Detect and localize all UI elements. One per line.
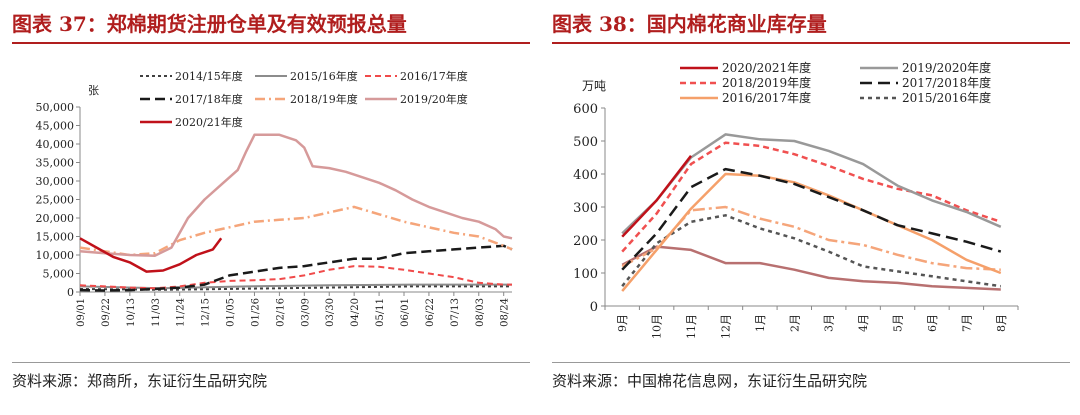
left-legend-label: 2016/17年度 [400,69,468,83]
left-y-tick-label: 20,000 [36,212,75,225]
left-chart-title: 图表 37：郑棉期货注册仓单及有效预报总量 [12,12,407,36]
left-legend-label: 2020/21年度 [175,115,243,129]
left-legend-label: 2014/15年度 [175,69,243,83]
right-x-tick-label: 9月 [616,314,629,332]
right-y-tick-label: 500 [573,135,598,150]
left-x-tick-label: 11/24 [176,298,187,327]
left-chart-source: 资料来源：郑商所，东证衍生品研究院 [12,372,268,390]
right-series-line [621,214,1001,288]
right-legend-label: 2015/2016年度 [902,90,991,105]
left-series-line [79,205,513,257]
left-x-tick-label: 12/15 [201,298,212,327]
right-chart-source: 资料来源：中国棉花信息网，东证衍生品研究院 [552,372,868,390]
left-legend-label: 2017/18年度 [175,92,243,106]
right-y-tick-label: 200 [573,234,598,249]
right-legend-label: 2017/2018年度 [902,75,991,90]
right-series-line [621,155,692,238]
left-y-tick-label: 40,000 [36,138,75,151]
left-y-tick-label: 5,000 [43,268,75,281]
right-x-tick-label: 1月 [754,314,767,332]
right-x-tick-label: 2月 [788,314,801,332]
right-legend-label: 2020/2021年度 [722,60,811,75]
right-y-tick-label: 100 [573,267,598,282]
right-x-tick-label: 4月 [857,314,870,332]
right-series-line [621,141,1002,253]
left-y-tick-label: 35,000 [36,157,75,170]
left-x-tick-label: 03/30 [325,298,336,327]
left-x-tick-label: 09/22 [101,298,112,327]
left-series-line [79,244,513,292]
left-x-tick-label: 01/05 [226,298,237,327]
left-x-tick-label: 06/22 [425,298,436,327]
left-y-tick-label: 15,000 [36,231,75,244]
left-x-tick-label: 03/09 [300,298,311,327]
left-title-rule [12,42,530,44]
left-chart-svg: 张 0 5,000 10,000 15,000 20,000 25,000 30,000 35,… [36,69,513,327]
right-y-tick-label: 300 [573,201,598,216]
left-y-tick-label: 50,000 [36,101,75,114]
right-chart-panel: 图表 38：国内棉花商业库存量 万吨 0 100 200 300 400 500 600 9月 1… [540,0,1080,415]
left-series-line [79,133,513,257]
left-x-tick-label: 09/01 [76,298,87,327]
left-y-tick-label: 30,000 [36,175,75,188]
left-legend-label: 2018/19年度 [290,92,358,106]
left-x-tick-label: 07/13 [450,298,461,327]
left-series-line [79,285,512,291]
right-x-tick-label: 6月 [926,314,939,332]
right-series-line [621,205,1001,271]
right-legend-label: 2018/2019年度 [722,75,811,90]
right-legend-label: 2016/2017年度 [722,90,811,105]
left-series-line [79,265,512,290]
left-y-tick-label: 25,000 [36,194,75,207]
right-y-tick-label: 0 [590,300,598,315]
left-x-tick-label: 08/03 [475,298,486,327]
right-series-line [621,245,1001,291]
left-x-tick-label: 06/01 [400,298,411,327]
right-x-tick-label: 12月 [719,314,732,339]
right-x-tick-label: 11月 [685,314,698,339]
left-y-tick-label: 45,000 [36,120,75,133]
right-x-tick-label: 8月 [995,314,1008,332]
left-x-tick-label: 02/16 [275,298,286,327]
right-series-line [621,172,1002,292]
left-y-tick-label: 10,000 [36,249,75,262]
left-x-tick-label: 08/24 [500,298,511,327]
left-x-tick-label: 05/11 [375,298,386,327]
right-x-tick-label: 7月 [960,314,973,332]
left-source-rule [12,362,530,363]
right-y-tick-label: 600 [573,102,598,117]
right-x-tick-label: 3月 [823,314,836,332]
left-x-tick-label: 11/03 [151,298,162,327]
left-chart-panel: 图表 37：郑棉期货注册仓单及有效预报总量 张 0 5,000 10,000 15,00… [12,12,530,390]
right-series-line [621,167,1002,271]
right-x-tick-label: 5月 [892,314,905,332]
right-y-tick-label: 400 [573,168,598,183]
left-x-tick-label: 04/20 [350,298,361,327]
right-legend-label: 2019/2020年度 [902,60,991,75]
right-y-unit: 万吨 [582,79,606,93]
left-y-unit: 张 [88,84,99,97]
right-title-rule [552,42,1070,44]
left-series-line [79,237,223,273]
right-series-line [621,133,1002,235]
left-x-tick-label: 01/26 [250,298,261,327]
right-chart-svg: 万吨 0 100 200 300 400 500 600 9月 10月 11月 12月 1月 2月 3月 4月… [573,60,1019,339]
left-legend-label: 2015/16年度 [290,69,358,83]
left-y-tick-label: 0 [67,286,74,299]
right-source-rule [552,362,1070,363]
right-chart-title: 图表 38：国内棉花商业库存量 [552,12,827,36]
left-x-tick-label: 10/13 [126,298,137,327]
right-x-tick-label: 10月 [651,314,664,339]
left-legend-label: 2019/20年度 [400,92,468,106]
left-series-line [79,283,512,290]
